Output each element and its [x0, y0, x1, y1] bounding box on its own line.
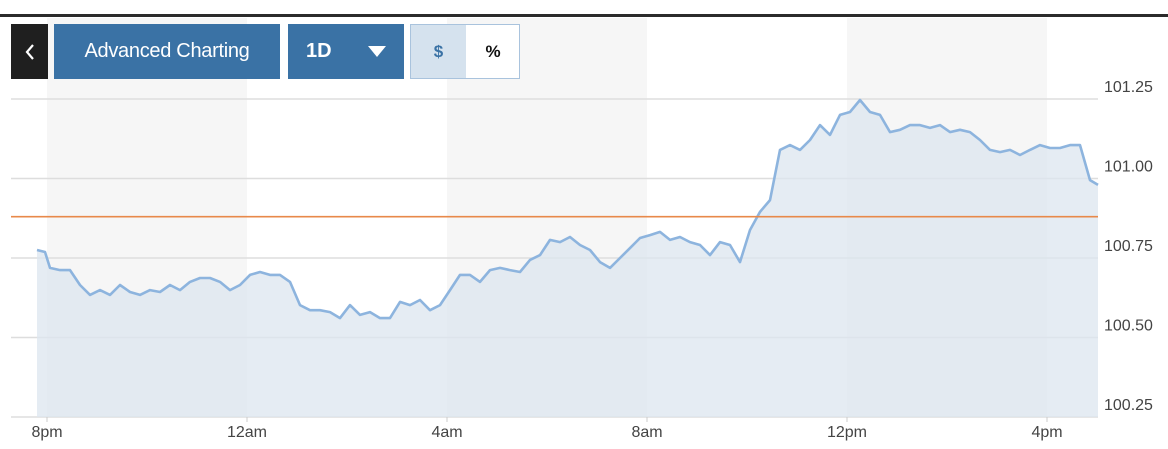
price-line — [36, 98, 1099, 320]
top-border — [0, 14, 1168, 17]
chevron-icon — [25, 43, 34, 60]
y-tick-label: 101.25 — [1104, 79, 1153, 96]
range-dropdown[interactable]: 1D — [288, 24, 404, 79]
price-area — [37, 100, 1098, 417]
dropdown-arrow — [368, 46, 386, 57]
y-tick-label: 100.25 — [1104, 397, 1153, 414]
back-button[interactable] — [11, 24, 48, 79]
y-tick-label: 101.00 — [1104, 159, 1153, 176]
x-tick-label: 8pm — [31, 424, 62, 441]
y-tick-label: 100.75 — [1104, 238, 1153, 255]
x-tick-label: 4am — [431, 424, 462, 441]
x-tick-label: 12am — [227, 424, 267, 441]
x-tick-label: 4pm — [1031, 424, 1062, 441]
unit-toggle: $ % — [410, 24, 520, 79]
range-label: 1D — [306, 40, 332, 62]
percent-option[interactable]: % — [485, 41, 501, 61]
advanced-charting-button[interactable]: Advanced Charting — [54, 24, 280, 79]
x-tick-label: 8am — [631, 424, 662, 441]
x-tick-label: 12pm — [827, 424, 867, 441]
dollar-option[interactable]: $ — [411, 25, 466, 78]
y-tick-label: 100.50 — [1104, 318, 1153, 335]
